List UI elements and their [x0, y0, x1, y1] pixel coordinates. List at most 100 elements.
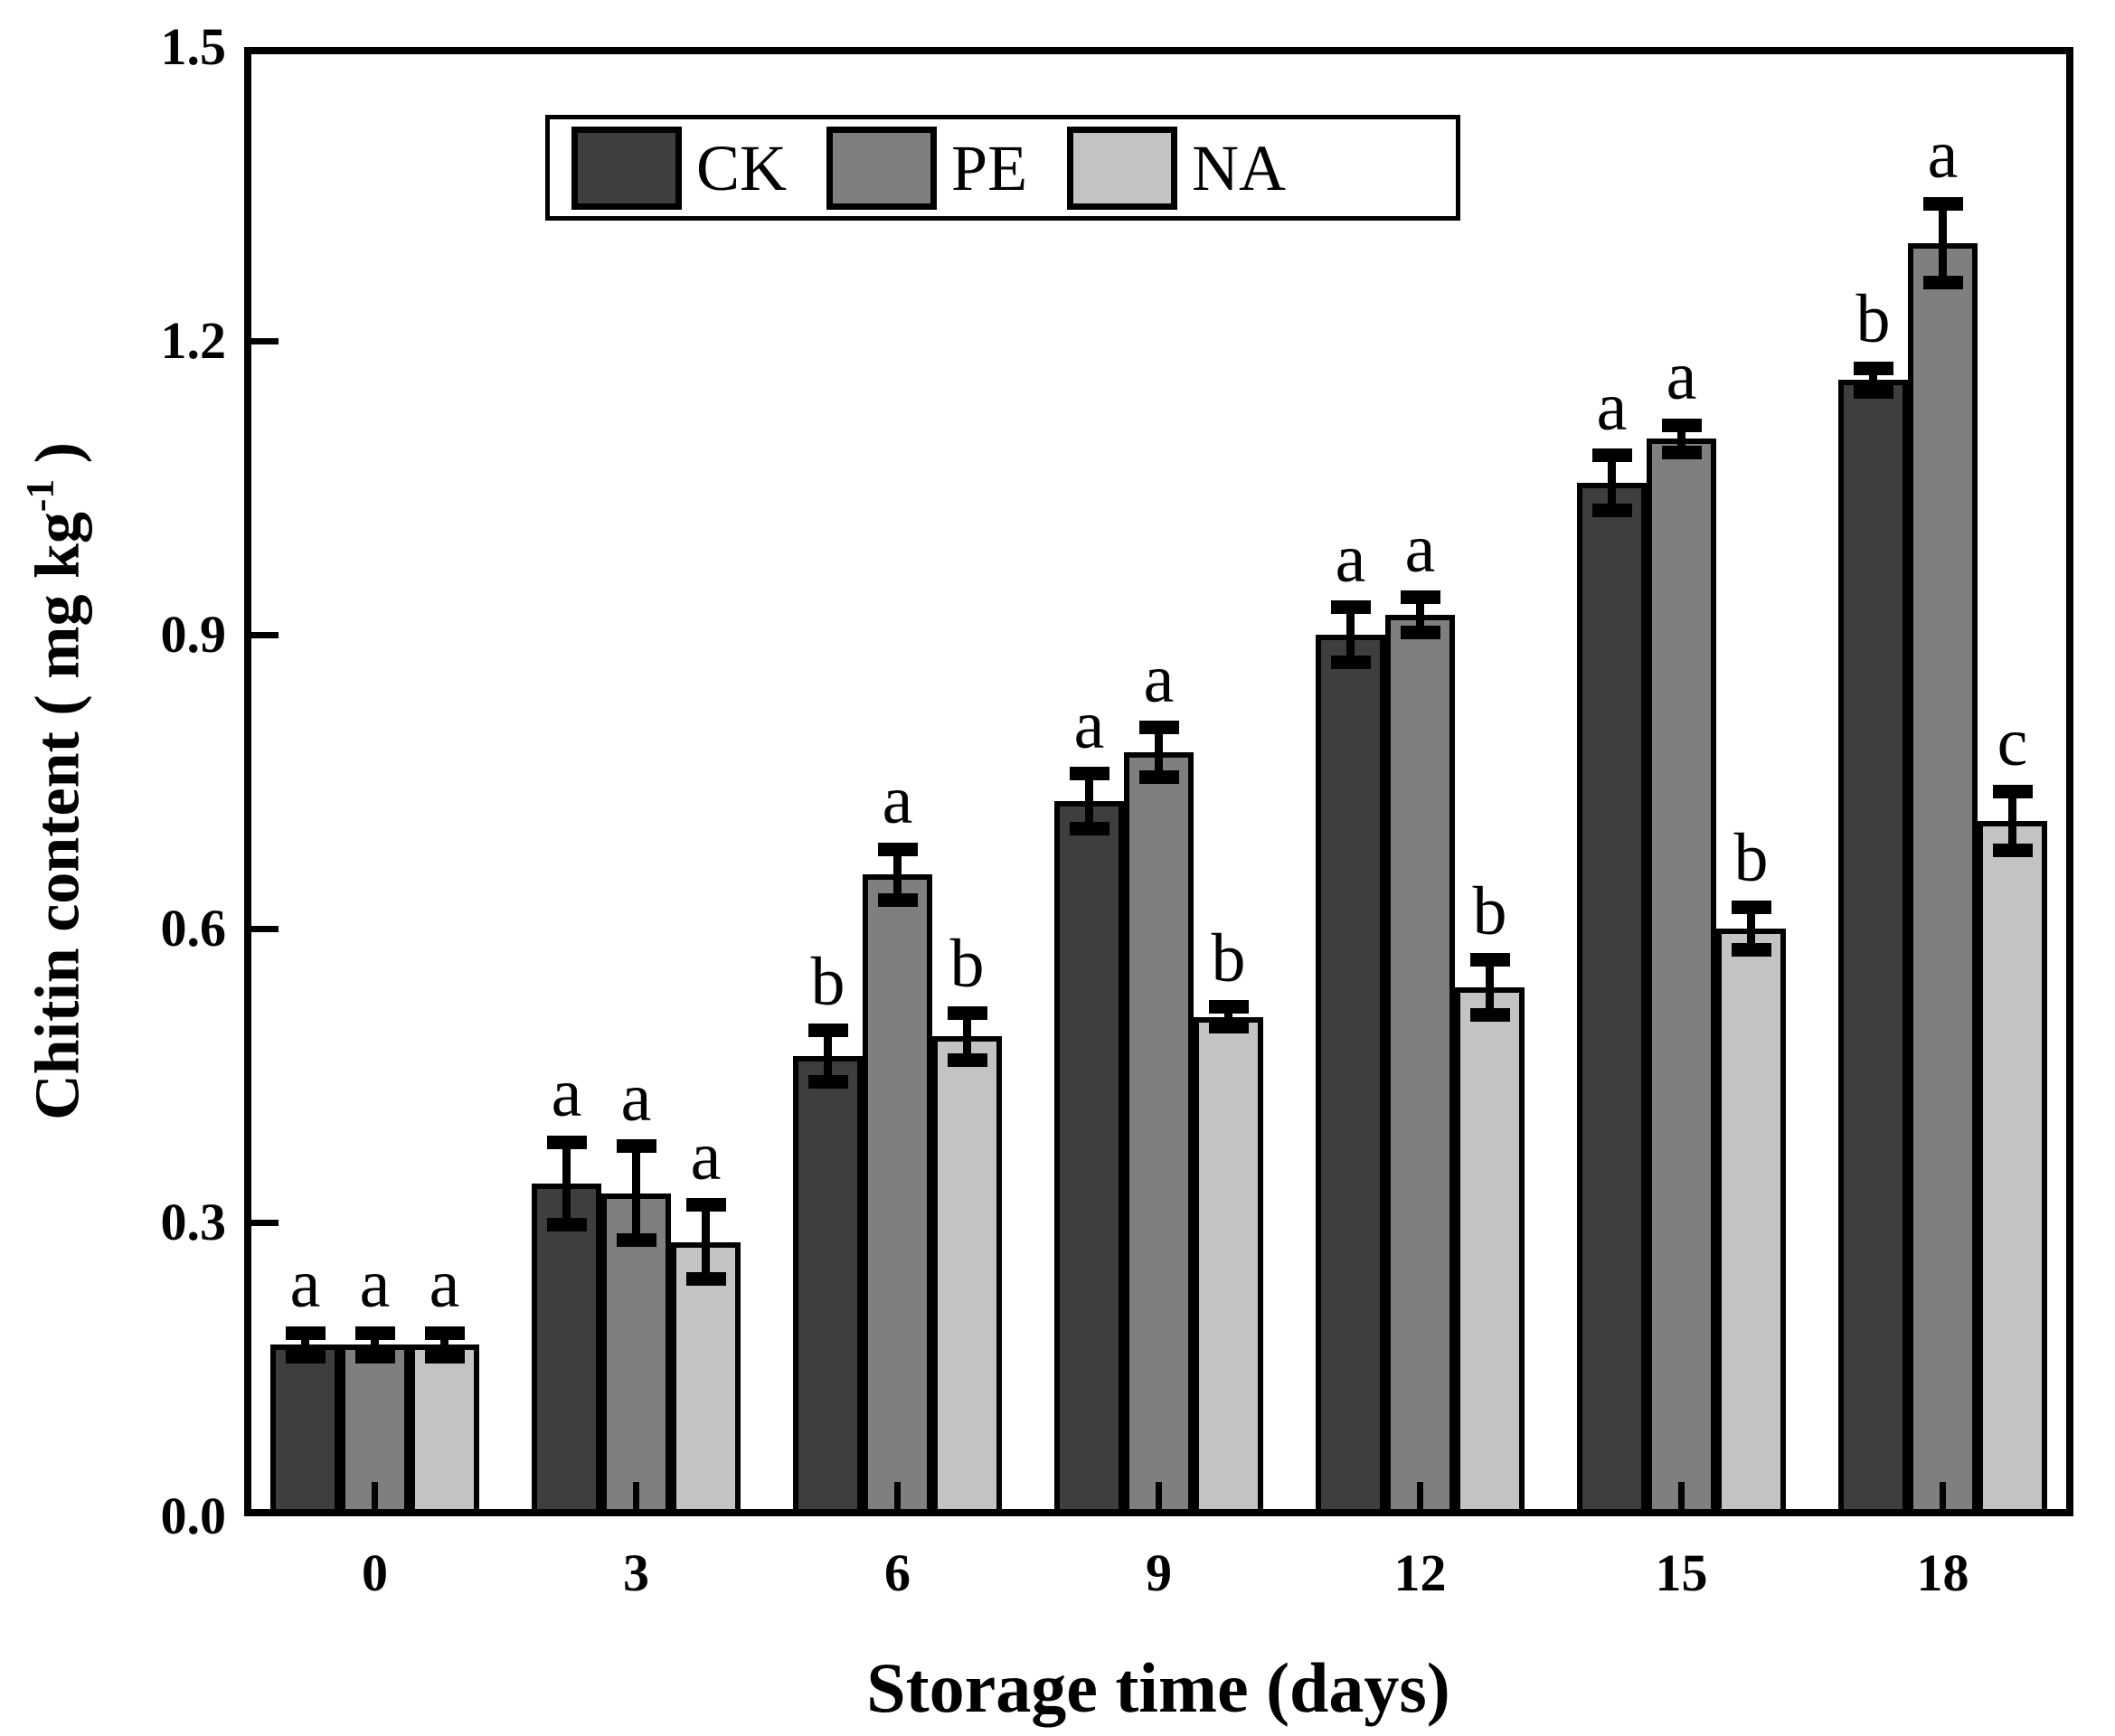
- significance-letter: a: [1073, 686, 1105, 763]
- y-tick-label: 1.5: [160, 17, 227, 76]
- bar: [932, 1036, 1002, 1516]
- significance-letter: a: [429, 1246, 460, 1323]
- error-bar-stem: [632, 1146, 640, 1241]
- error-bar-cap-bottom: [947, 1052, 987, 1067]
- error-bar-cap-top: [1330, 600, 1371, 615]
- error-bar-stem: [893, 849, 902, 901]
- error-bar-cap-top: [1400, 590, 1440, 605]
- error-bar-cap-top: [1922, 196, 1963, 211]
- error-bar-cap-bottom: [1661, 446, 1702, 459]
- bar: [410, 1344, 479, 1516]
- error-bar-stem: [702, 1204, 710, 1279]
- significance-letter: a: [1335, 520, 1366, 597]
- x-tick-label: 9: [1146, 1543, 1172, 1602]
- error-bar-stem: [1416, 597, 1424, 633]
- significance-letter: a: [1596, 368, 1628, 445]
- error-bar-cap-bottom: [877, 893, 918, 908]
- bar: [863, 874, 932, 1516]
- error-bar-stem: [371, 1333, 379, 1357]
- bar: [1647, 439, 1716, 1516]
- bar: [1838, 380, 1908, 1516]
- error-bar-stem: [1747, 907, 1755, 950]
- y-tick-label: 0.0: [160, 1486, 227, 1545]
- x-tick: [894, 1482, 901, 1509]
- error-bar-stem: [1486, 959, 1494, 1015]
- error-bar-cap-bottom: [807, 1074, 848, 1089]
- error-bar-cap-top: [285, 1326, 326, 1340]
- error-bar-cap-bottom: [1069, 822, 1109, 835]
- error-bar-stem: [1869, 368, 1877, 392]
- error-bar-cap-top: [807, 1024, 848, 1038]
- error-bar-stem: [2008, 791, 2016, 851]
- bar: [1054, 801, 1124, 1516]
- y-tick-label: 1.2: [160, 311, 227, 370]
- error-bar-cap-bottom: [1330, 655, 1371, 669]
- x-tick-label: 0: [362, 1543, 388, 1602]
- y-axis-title: Chitin content ( mg kg-1 ): [18, 442, 94, 1120]
- x-tick: [1940, 1482, 1946, 1509]
- y-tick-label: 0.6: [160, 899, 227, 958]
- bar: [1716, 929, 1786, 1516]
- bar: [532, 1183, 601, 1516]
- legend-label-na: NA: [1192, 131, 1287, 204]
- error-bar-cap-bottom: [424, 1349, 465, 1363]
- significance-letter: a: [690, 1118, 722, 1194]
- error-bar-cap-top: [1069, 767, 1109, 781]
- significance-letter: b: [949, 926, 985, 1003]
- error-bar-stem: [1677, 425, 1685, 453]
- x-tick: [1417, 1482, 1423, 1509]
- y-axis-title-text: Chitin content ( mg kg: [23, 512, 93, 1120]
- error-bar-cap-bottom: [1138, 769, 1179, 784]
- error-bar-cap-bottom: [1731, 943, 1771, 958]
- error-bar-cap-top: [685, 1198, 726, 1212]
- error-bar-cap-bottom: [1922, 275, 1963, 289]
- x-axis-title: Storage time (days): [866, 1648, 1450, 1727]
- significance-letter: a: [1927, 117, 1959, 193]
- significance-letter: b: [1855, 281, 1891, 358]
- error-bar-cap-bottom: [616, 1233, 656, 1247]
- error-bar-cap-top: [947, 1005, 987, 1020]
- error-bar-stem: [1608, 455, 1616, 511]
- error-bar-cap-top: [1661, 418, 1702, 432]
- error-bar-stem: [963, 1013, 971, 1061]
- error-bar-cap-bottom: [1591, 503, 1632, 517]
- error-bar-stem: [1346, 607, 1355, 663]
- y-tick: [251, 925, 279, 932]
- legend: CK PE NA: [545, 115, 1460, 221]
- bar: [1385, 615, 1455, 1516]
- legend-swatch-na: [1067, 126, 1178, 210]
- significance-letter: b: [1472, 873, 1507, 949]
- error-bar-stem: [1085, 773, 1093, 829]
- significance-letter: a: [1404, 510, 1436, 587]
- significance-letter: a: [620, 1059, 652, 1136]
- y-axis-title-superscript: -1: [18, 478, 62, 513]
- legend-swatch-pe: [826, 126, 938, 210]
- significance-letter: a: [289, 1246, 321, 1323]
- legend-label-ck: CK: [696, 131, 788, 204]
- error-bar-cap-bottom: [546, 1217, 587, 1231]
- error-bar-cap-bottom: [1208, 1019, 1249, 1033]
- significance-letter: a: [551, 1055, 582, 1132]
- significance-letter: a: [1143, 640, 1175, 717]
- x-tick-label: 15: [1655, 1543, 1708, 1602]
- bar: [1978, 820, 2047, 1516]
- y-tick-label: 0.3: [160, 1193, 227, 1251]
- significance-letter: a: [882, 762, 913, 839]
- bar: [1577, 483, 1647, 1516]
- error-bar-cap-bottom: [1400, 626, 1440, 640]
- x-tick-label: 18: [1916, 1543, 1969, 1602]
- error-bar-stem: [301, 1333, 309, 1357]
- legend-swatch-ck: [571, 126, 682, 210]
- error-bar-cap-top: [1731, 900, 1771, 914]
- y-tick: [251, 631, 279, 638]
- error-bar-cap-bottom: [1853, 384, 1893, 399]
- x-tick-label: 12: [1393, 1543, 1447, 1602]
- bar: [1455, 987, 1525, 1516]
- significance-letter: a: [1666, 338, 1697, 415]
- significance-letter: b: [1211, 920, 1246, 996]
- x-tick-label: 3: [623, 1543, 649, 1602]
- bar: [671, 1241, 741, 1516]
- bar: [340, 1344, 410, 1516]
